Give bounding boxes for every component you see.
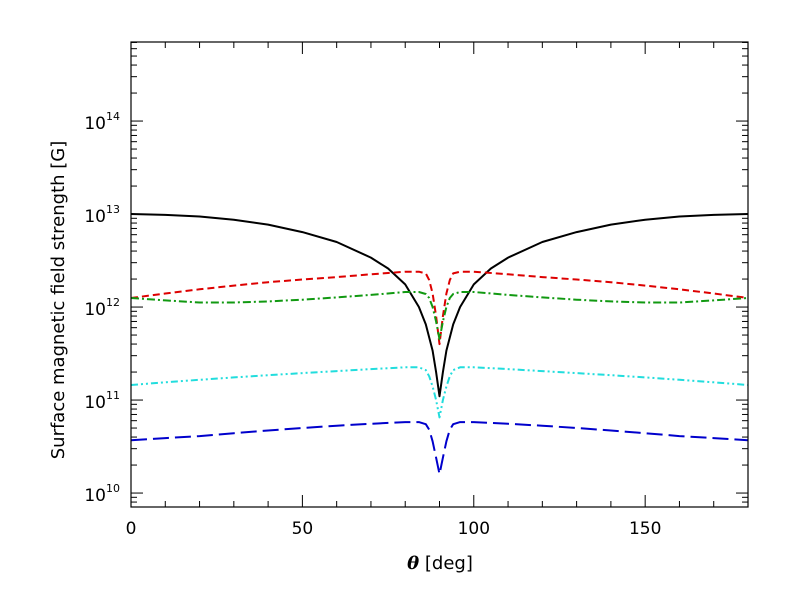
y-tick-label: 1014 [84,110,120,134]
x-tick-label: 50 [292,519,314,539]
series-line-cyan-dash-dot-dot [130,366,749,419]
y-tick-label: 1011 [84,389,120,413]
x-tick-label: 0 [126,519,137,539]
axis-ticks [130,41,749,507]
y-tick-labels: 1010 1011 1012 1013 1014 [84,110,120,506]
series-line-black-solid [130,213,749,398]
x-tick-labels: 0 50 100 150 [126,519,662,539]
x-tick-label: 150 [629,519,661,539]
plot-frame [130,41,749,508]
y-tick-label: 1010 [84,482,120,506]
x-tick-label: 100 [458,519,490,539]
y-axis-label: Surface magnetic field strength [G] [48,141,69,460]
x-axis-label: θ [deg] [407,553,473,574]
y-tick-label: 1012 [84,296,120,320]
series-line-green-dash-dot [130,291,749,341]
series-layer [130,213,749,476]
y-tick-label: 1013 [84,203,120,227]
series-line-red-dashed [130,270,749,346]
series-line-blue-long-dash [130,421,749,476]
